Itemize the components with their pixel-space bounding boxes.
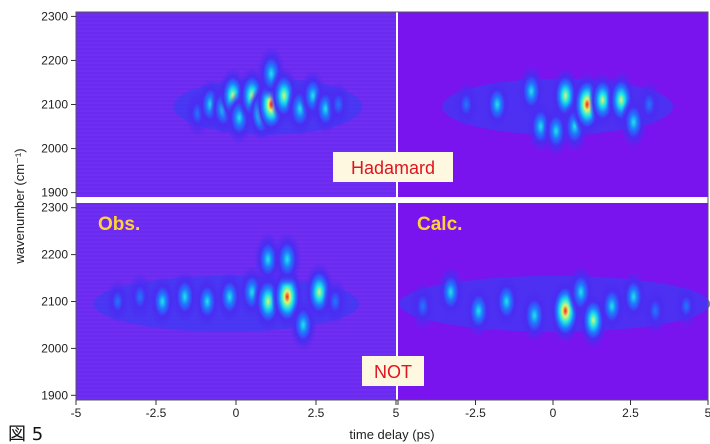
intensity-blob xyxy=(326,81,351,128)
panel-not-observed xyxy=(76,203,396,400)
y-axis-bottom: 1900 2000 2100 2200 2300 xyxy=(41,201,76,402)
x-axis-title: time delay (ps) xyxy=(349,427,434,442)
intensity-blob xyxy=(216,271,243,323)
figure-caption: 図 5 xyxy=(8,424,43,444)
y-tick-label: 1900 xyxy=(41,388,68,402)
y-tick-label: 2100 xyxy=(41,98,68,112)
x-tick-label: 0 xyxy=(233,406,240,420)
label-hadamard: Hadamard xyxy=(351,158,435,178)
intensity-blob xyxy=(322,277,348,326)
label-calculated: Calc. xyxy=(417,214,462,235)
intensity-blob xyxy=(674,283,699,329)
panel-not-calculated xyxy=(398,203,710,400)
y-tick-label: 2000 xyxy=(41,142,68,156)
x-tick-label: 5 xyxy=(393,406,400,420)
intensity-blob xyxy=(254,232,282,286)
intensity-blob xyxy=(620,271,647,322)
hadamard-label-box xyxy=(333,152,453,182)
x-tick-label: 5 xyxy=(705,406,710,420)
x-tick-label: -2.5 xyxy=(146,406,167,420)
x-axis: -5 -2.5 0 2.5 5 -2.5 0 2.5 5 xyxy=(71,400,710,420)
y-tick-label: 2200 xyxy=(41,248,68,262)
intensity-blob xyxy=(465,284,493,338)
intensity-blob xyxy=(194,276,221,327)
x-tick-label: 2.5 xyxy=(622,406,639,420)
x-tick-label: 0 xyxy=(550,406,557,420)
panel-hadamard-observed xyxy=(76,12,396,197)
x-tick-label: -5 xyxy=(71,406,82,420)
intensity-blob xyxy=(410,281,436,331)
label-observed: Obs. xyxy=(98,214,140,235)
y-axis-title: wavenumber (cm⁻¹) xyxy=(12,148,27,264)
intensity-blob xyxy=(437,266,465,318)
intensity-blob xyxy=(493,275,520,328)
y-tick-label: 2200 xyxy=(41,53,68,67)
y-tick-label: 2300 xyxy=(41,201,68,215)
intensity-blob xyxy=(171,271,199,323)
x-tick-label: -2.5 xyxy=(465,406,486,420)
panel-separator-vertical xyxy=(396,12,398,400)
intensity-blob xyxy=(273,232,302,287)
label-not: NOT xyxy=(374,362,412,382)
intensity-blob xyxy=(149,276,176,327)
intensity-blob xyxy=(636,80,662,129)
y-tick-label: 1900 xyxy=(41,186,68,200)
intensity-blob xyxy=(598,280,626,332)
panel-separator-horizontal xyxy=(76,197,708,203)
plot-frame xyxy=(75,11,709,401)
intensity-blob xyxy=(642,287,668,335)
intensity-blob xyxy=(454,81,479,128)
y-tick-label: 2000 xyxy=(41,341,68,355)
intensity-blob xyxy=(105,279,130,324)
y-tick-label: 2300 xyxy=(41,9,68,23)
y-axis-top: 1900 2000 2100 2200 2300 xyxy=(41,9,76,200)
intensity-blob xyxy=(127,272,153,322)
intensity-blob xyxy=(484,79,511,130)
not-label-box xyxy=(362,356,424,386)
x-tick-label: 2.5 xyxy=(308,406,325,420)
intensity-blob xyxy=(520,289,549,342)
y-tick-label: 2100 xyxy=(41,295,68,309)
